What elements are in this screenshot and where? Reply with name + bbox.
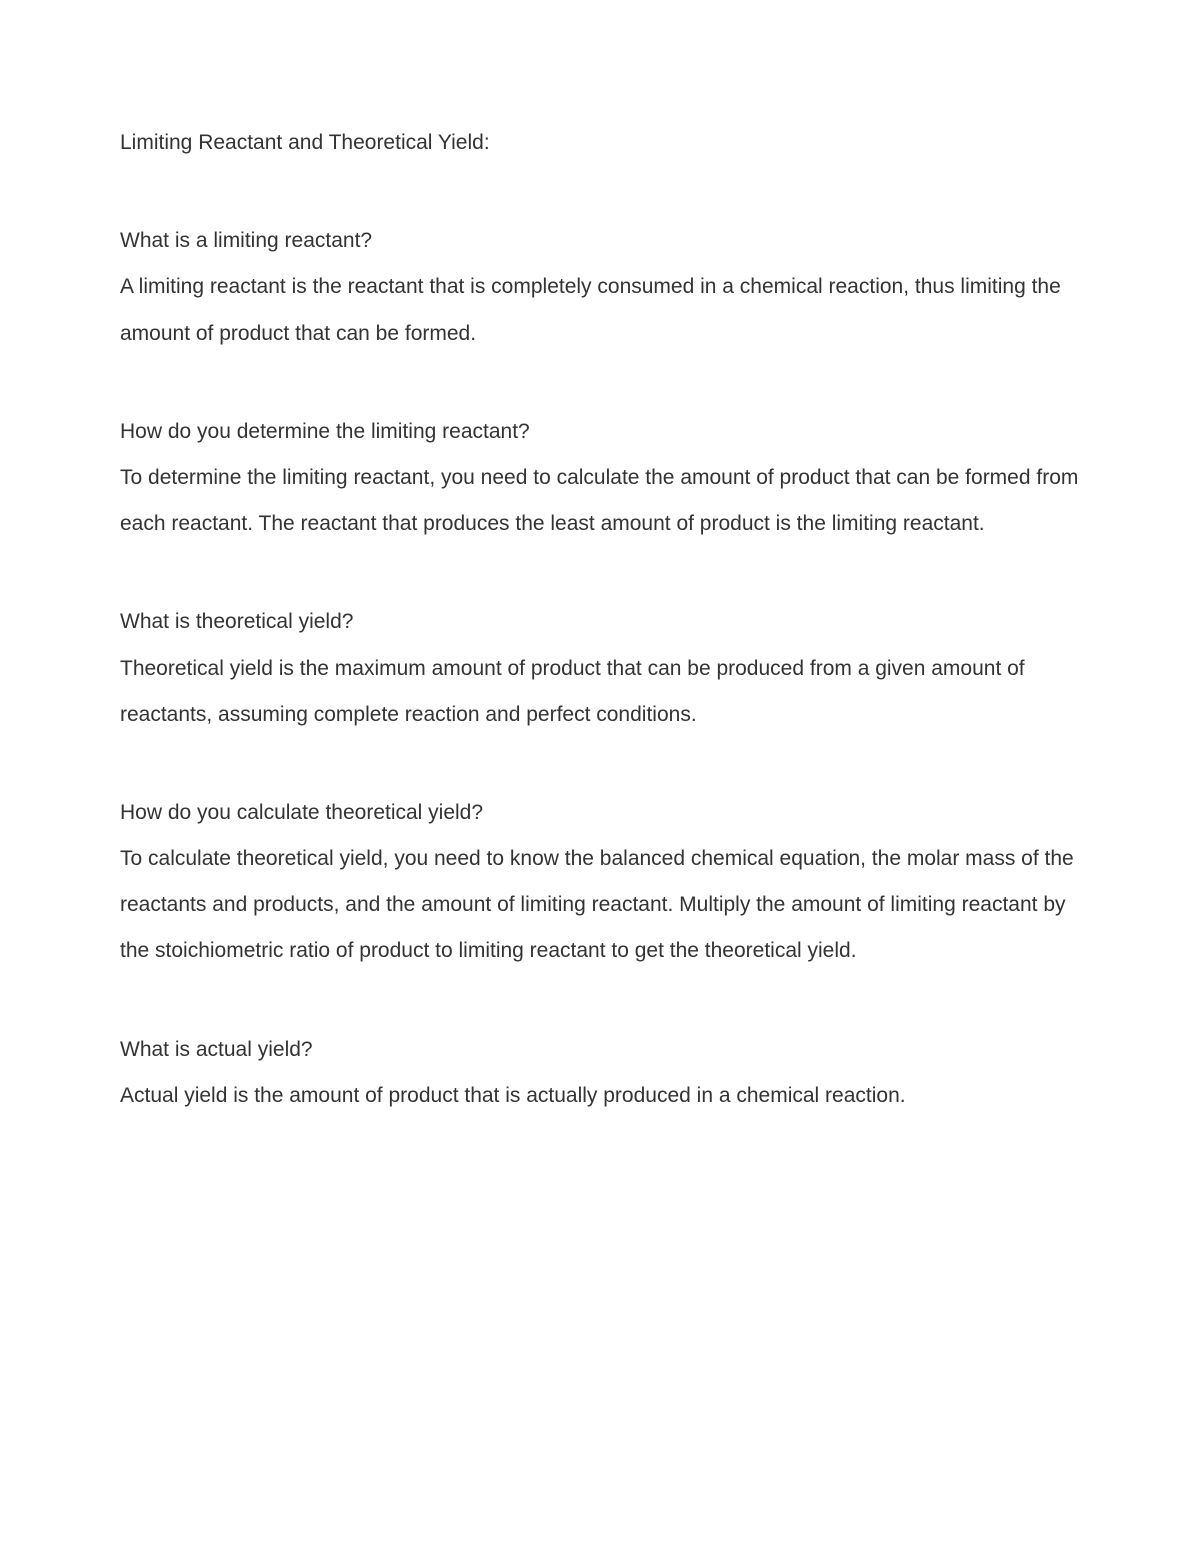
- question-text: What is a limiting reactant?: [120, 218, 1080, 264]
- answer-text: To calculate theoretical yield, you need…: [120, 836, 1080, 975]
- qa-section: What is actual yield? Actual yield is th…: [120, 1027, 1080, 1119]
- question-text: What is theoretical yield?: [120, 599, 1080, 645]
- document-page: Limiting Reactant and Theoretical Yield:…: [0, 0, 1200, 1553]
- qa-section: How do you calculate theoretical yield? …: [120, 790, 1080, 975]
- qa-section: What is a limiting reactant? A limiting …: [120, 218, 1080, 357]
- question-text: What is actual yield?: [120, 1027, 1080, 1073]
- document-title: Limiting Reactant and Theoretical Yield:: [120, 120, 1080, 166]
- answer-text: Theoretical yield is the maximum amount …: [120, 646, 1080, 738]
- answer-text: To determine the limiting reactant, you …: [120, 455, 1080, 547]
- answer-text: Actual yield is the amount of product th…: [120, 1073, 1080, 1119]
- question-text: How do you calculate theoretical yield?: [120, 790, 1080, 836]
- qa-section: How do you determine the limiting reacta…: [120, 409, 1080, 548]
- qa-section: What is theoretical yield? Theoretical y…: [120, 599, 1080, 738]
- answer-text: A limiting reactant is the reactant that…: [120, 264, 1080, 356]
- question-text: How do you determine the limiting reacta…: [120, 409, 1080, 455]
